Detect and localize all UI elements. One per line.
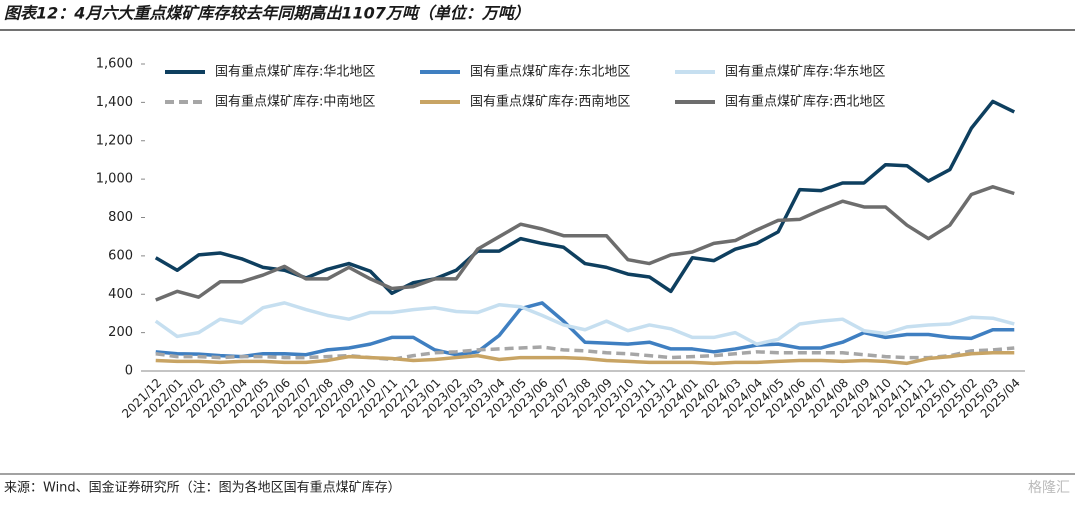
line xyxy=(155,351,1015,366)
y-tick-label: 0 xyxy=(125,364,133,379)
legend-label: 国有重点煤矿库存:华东地区 xyxy=(725,64,885,80)
line xyxy=(155,185,1015,302)
y-tick-label: 1,200 xyxy=(96,133,133,148)
line xyxy=(154,99,1016,296)
y-tick-label: 600 xyxy=(108,248,133,263)
y-tick-label: 400 xyxy=(108,287,133,302)
legend-label: 国有重点煤矿库存:西北地区 xyxy=(725,94,885,110)
legend-label: 国有重点煤矿库存:中南地区 xyxy=(215,94,375,110)
watermark: 格隆汇 xyxy=(1028,480,1070,496)
line xyxy=(155,345,1015,362)
y-tick-label: 1,400 xyxy=(96,95,133,110)
y-tick-label: 1,000 xyxy=(96,172,133,187)
legend-label: 国有重点煤矿库存:华北地区 xyxy=(215,64,375,80)
line xyxy=(155,301,1015,359)
legend-label: 国有重点煤矿库存:东北地区 xyxy=(470,64,630,80)
y-tick-label: 1,600 xyxy=(96,57,133,72)
legend-label: 国有重点煤矿库存:西南地区 xyxy=(470,94,630,110)
source: 来源：Wind、国金证券研究所（注：图为各地区国有重点煤矿库存） xyxy=(4,480,401,496)
chart-title: 图表12：4月六大重点煤矿库存较去年同期高出1107万吨（单位：万吨） xyxy=(4,4,530,23)
y-tick-label: 200 xyxy=(108,325,133,340)
line xyxy=(154,301,1015,346)
y-tick-label: 800 xyxy=(108,210,133,225)
